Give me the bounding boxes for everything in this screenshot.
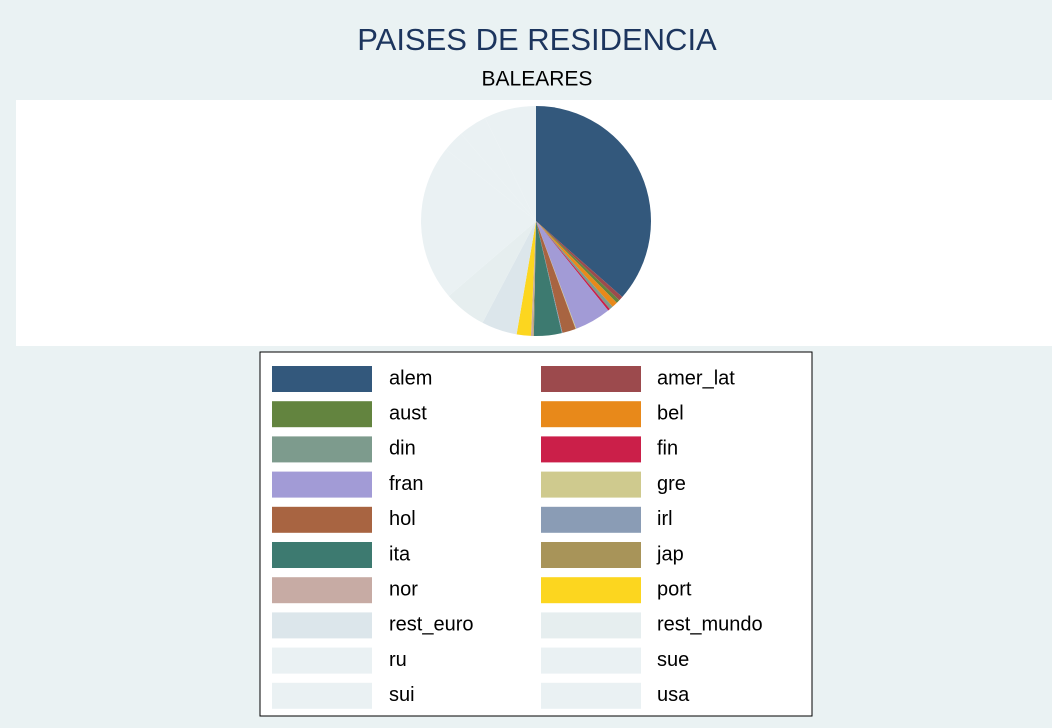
pie-slice <box>536 221 620 303</box>
pie-slice <box>533 221 536 336</box>
legend-label: rest_euro <box>389 614 474 636</box>
legend-label: rest_mundo <box>657 614 763 636</box>
legend-label: hol <box>389 508 416 530</box>
pie-slice <box>536 221 577 329</box>
pie-slice <box>448 221 536 323</box>
pie-slice <box>536 221 610 311</box>
legend-label: alem <box>389 367 432 389</box>
legend-label: amer_lat <box>657 367 735 389</box>
chart-subtitle: BALEARES <box>482 68 593 91</box>
pie-slice <box>461 117 536 221</box>
legend-swatch <box>541 577 641 604</box>
pie-slice <box>536 106 651 298</box>
legend-label: sue <box>657 649 689 671</box>
legend-swatch <box>541 612 641 639</box>
legend-label: jap <box>656 543 684 565</box>
legend-swatch <box>272 401 372 428</box>
legend-label: ru <box>389 649 407 671</box>
pie-slice <box>530 221 536 336</box>
legend-swatch <box>541 401 641 428</box>
legend-swatch <box>541 471 641 498</box>
pie-slice <box>446 133 536 221</box>
pie-slice <box>516 221 536 336</box>
pie-slice <box>533 221 562 337</box>
chart-title: PAISES DE RESIDENCIA <box>357 22 717 57</box>
legend-label: nor <box>389 578 418 600</box>
legend-label: ita <box>389 543 411 565</box>
legend-label: bel <box>657 402 684 424</box>
legend-swatch <box>541 682 641 709</box>
pie-slice <box>421 149 536 296</box>
pie-slice <box>536 221 623 301</box>
legend-label: port <box>657 578 692 600</box>
pie-slice <box>485 106 536 221</box>
legend-label: din <box>389 438 416 460</box>
legend-swatch <box>541 506 641 533</box>
legend-swatch <box>272 682 372 709</box>
pie-slice <box>536 221 613 310</box>
pie-slice <box>536 221 563 334</box>
legend-swatch <box>541 647 641 674</box>
pie-slice <box>482 221 536 335</box>
legend-label: gre <box>657 473 686 495</box>
legend-label: usa <box>657 684 690 706</box>
legend-swatch <box>272 577 372 604</box>
legend-swatch <box>272 542 372 568</box>
legend-swatch <box>541 542 641 568</box>
legend-swatch <box>272 506 372 533</box>
pie-slice <box>536 221 617 307</box>
legend-swatch <box>272 436 372 463</box>
legend-swatch <box>272 612 372 639</box>
legend-label: fran <box>389 473 423 495</box>
legend-swatch <box>272 647 372 674</box>
legend-label: fin <box>657 438 678 460</box>
legend-swatch <box>272 366 372 392</box>
legend-label: sui <box>389 684 415 706</box>
pie-slice <box>536 221 576 333</box>
legend-swatch <box>541 436 641 463</box>
legend-label: irl <box>657 508 673 530</box>
legend-swatch <box>272 471 372 498</box>
legend-swatch <box>541 366 641 392</box>
legend-label: aust <box>389 402 427 424</box>
pie-slice <box>536 221 609 329</box>
